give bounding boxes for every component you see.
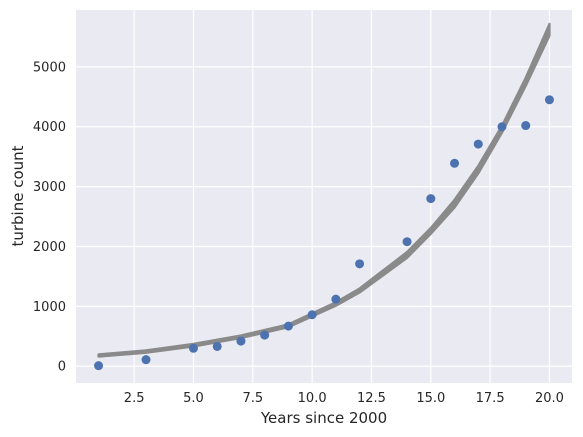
data-point xyxy=(94,361,104,371)
y-tick-label: 5000 xyxy=(33,60,66,75)
plot-background xyxy=(76,10,572,383)
data-point xyxy=(521,121,531,131)
x-tick-label: 7.5 xyxy=(242,391,263,406)
x-axis-label: Years since 2000 xyxy=(260,409,387,427)
y-tick-label: 0 xyxy=(58,360,66,375)
x-tick-label: 20.0 xyxy=(535,391,564,406)
y-tick-label: 3000 xyxy=(33,180,66,195)
data-point xyxy=(212,341,222,351)
data-point xyxy=(402,237,412,247)
y-axis-label: turbine count xyxy=(9,145,27,246)
data-point xyxy=(426,194,436,204)
y-tick-label: 4000 xyxy=(33,120,66,135)
data-point xyxy=(355,259,365,269)
x-tick-label: 15.0 xyxy=(416,391,445,406)
data-point xyxy=(141,355,151,365)
data-point xyxy=(260,330,270,340)
y-tick-labels: 0 1000 2000 3000 4000 5000 xyxy=(33,60,66,374)
data-point xyxy=(188,343,198,353)
data-point xyxy=(497,122,507,132)
data-point xyxy=(473,139,483,149)
fit-band-area xyxy=(97,22,551,358)
y-tick-label: 1000 xyxy=(33,300,66,315)
x-tick-label: 12.5 xyxy=(357,391,386,406)
fit-band xyxy=(97,22,551,358)
x-tick-label: 10.0 xyxy=(298,391,327,406)
data-point xyxy=(450,158,460,168)
data-point xyxy=(544,95,554,105)
data-point xyxy=(283,321,293,331)
data-point xyxy=(331,294,341,304)
data-point xyxy=(236,336,246,346)
data-point xyxy=(307,310,317,320)
x-tick-label: 5.0 xyxy=(183,391,204,406)
y-tick-label: 2000 xyxy=(33,240,66,255)
x-tick-label: 2.5 xyxy=(124,391,145,406)
x-tick-label: 17.5 xyxy=(476,391,505,406)
x-tick-labels: 2.5 5.0 7.5 10.0 12.5 15.0 17.5 20.0 xyxy=(124,391,564,406)
data-points xyxy=(94,95,554,371)
